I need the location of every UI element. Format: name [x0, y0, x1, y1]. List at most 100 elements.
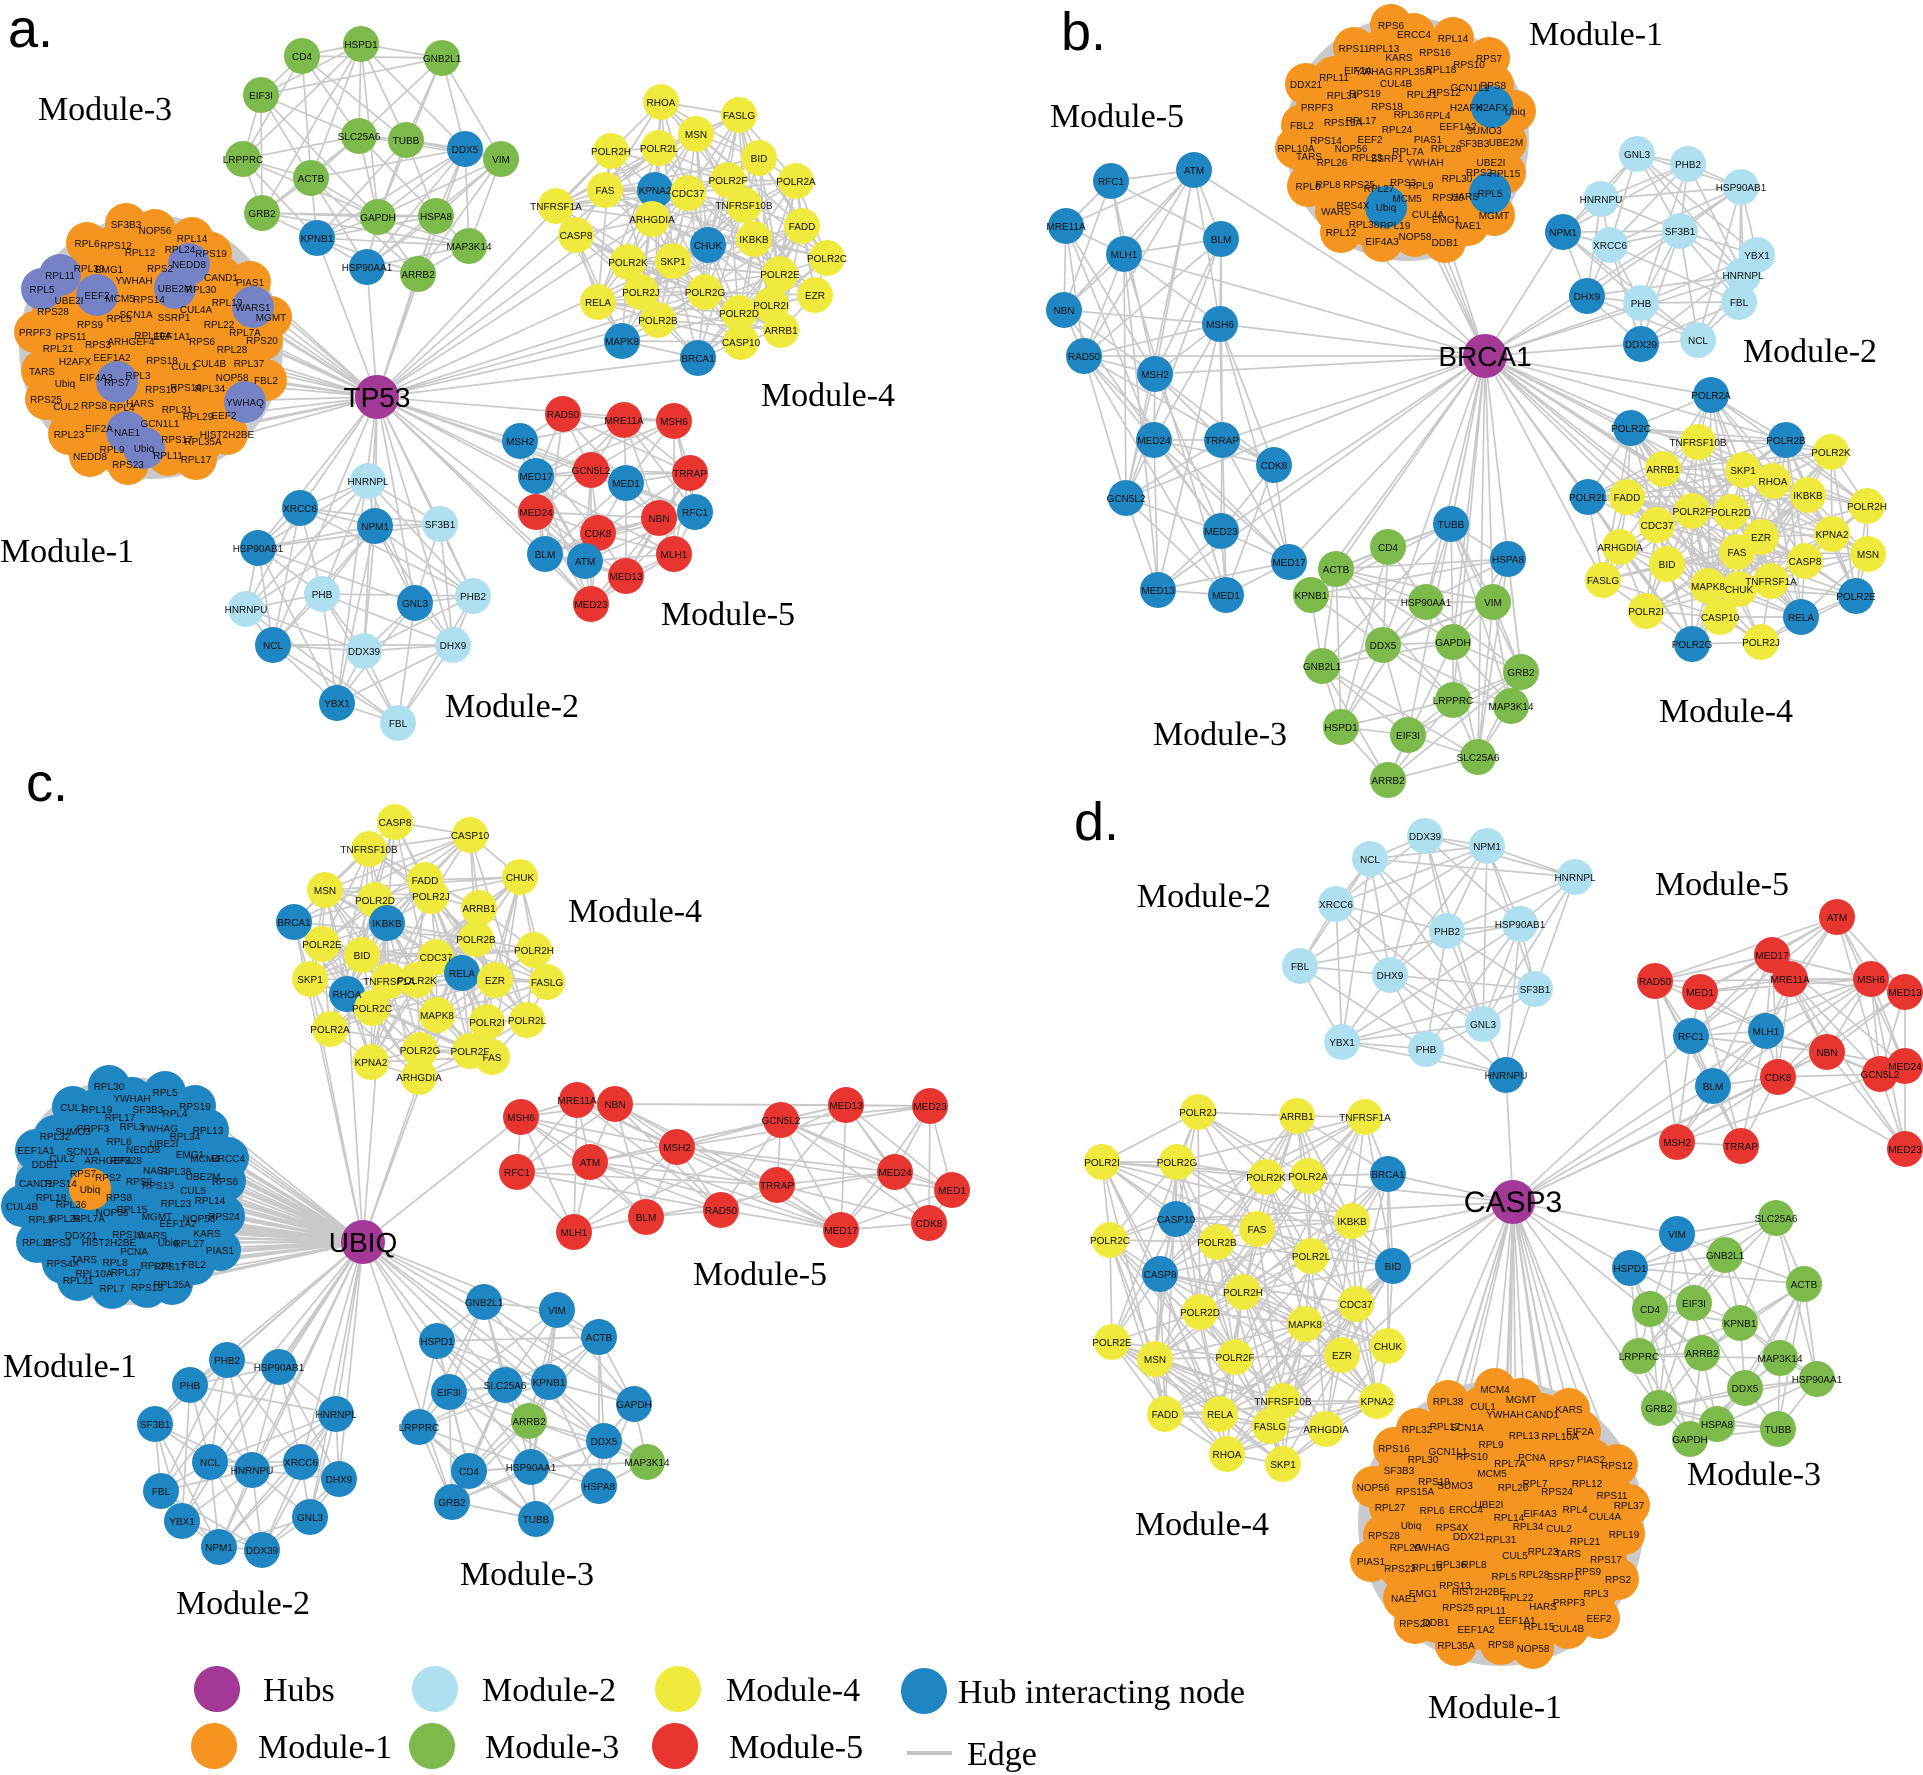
svg-text:GCN5L2: GCN5L2 [1107, 494, 1146, 505]
svg-text:Ubiq: Ubiq [134, 444, 155, 455]
svg-text:POLR2B: POLR2B [1766, 436, 1806, 447]
svg-text:RPL14: RPL14 [1438, 34, 1469, 45]
svg-text:GNL3: GNL3 [297, 1513, 324, 1524]
svg-text:GCN1L1: GCN1L1 [141, 419, 180, 430]
svg-text:MED17: MED17 [824, 1226, 858, 1237]
svg-text:RPS15A: RPS15A [1324, 118, 1363, 129]
svg-text:RPS18: RPS18 [1371, 102, 1403, 113]
svg-text:HSP90AA1: HSP90AA1 [1792, 1375, 1843, 1386]
svg-text:H2AFX: H2AFX [1476, 103, 1509, 114]
svg-text:RPS10: RPS10 [112, 1230, 144, 1241]
svg-text:RELA: RELA [449, 969, 475, 980]
svg-text:MED13: MED13 [609, 572, 643, 583]
svg-text:CDK8: CDK8 [585, 529, 612, 540]
svg-text:RPS25: RPS25 [30, 395, 62, 406]
svg-text:KPNA2: KPNA2 [639, 186, 672, 197]
svg-text:MCM4: MCM4 [1480, 1385, 1510, 1396]
svg-text:RPL35A: RPL35A [1394, 67, 1432, 78]
svg-text:CASP10: CASP10 [1157, 1215, 1196, 1226]
svg-text:YBX1: YBX1 [1329, 1038, 1355, 1049]
svg-text:TARS: TARS [29, 367, 55, 378]
svg-text:BLM: BLM [1703, 1082, 1724, 1093]
svg-text:POLR2F: POLR2F [1673, 507, 1712, 518]
svg-text:RPS8: RPS8 [1488, 1640, 1515, 1651]
svg-text:GNB2L1: GNB2L1 [1303, 662, 1342, 673]
svg-text:HNRNPU: HNRNPU [231, 1466, 274, 1477]
svg-text:RPL37: RPL37 [234, 359, 265, 370]
svg-text:XRCC6: XRCC6 [1593, 241, 1627, 252]
svg-text:CUL4B: CUL4B [1380, 79, 1413, 90]
svg-text:CUL2: CUL2 [1546, 1524, 1572, 1535]
svg-text:RFC1: RFC1 [682, 508, 709, 519]
svg-text:UBE2M: UBE2M [158, 284, 192, 295]
svg-text:MED17: MED17 [1272, 558, 1306, 569]
svg-text:RPL15: RPL15 [1490, 169, 1521, 180]
svg-text:BID: BID [751, 154, 768, 165]
svg-text:GRB2: GRB2 [438, 1498, 466, 1509]
svg-text:HSP90AB1: HSP90AB1 [233, 544, 284, 555]
svg-text:SLC25A6: SLC25A6 [338, 132, 381, 143]
svg-text:HSP90AB1: HSP90AB1 [1716, 183, 1767, 194]
svg-text:EIF2A: EIF2A [1566, 1427, 1594, 1438]
svg-text:RPL11: RPL11 [45, 271, 75, 282]
svg-text:SF3B1: SF3B1 [1520, 985, 1551, 996]
svg-text:HSPA8: HSPA8 [420, 212, 452, 223]
svg-text:MED24: MED24 [878, 1168, 912, 1179]
svg-text:MED23: MED23 [1888, 1145, 1922, 1156]
svg-text:MRE11A: MRE11A [1770, 975, 1810, 986]
svg-text:RPS28: RPS28 [1368, 1531, 1400, 1542]
svg-text:RPL8: RPL8 [1315, 180, 1340, 191]
svg-text:CUL2: CUL2 [53, 402, 79, 413]
svg-text:HSP90AB1: HSP90AB1 [254, 1363, 305, 1374]
svg-text:RPS24: RPS24 [1541, 1487, 1573, 1498]
svg-text:POLR2K: POLR2K [397, 976, 437, 987]
svg-text:ARRB1: ARRB1 [764, 326, 798, 337]
svg-text:ACTB: ACTB [1791, 1280, 1818, 1291]
svg-text:RPL10A: RPL10A [1277, 144, 1315, 155]
svg-text:POLR2F: POLR2F [451, 1047, 490, 1058]
svg-text:TNFRSF1A: TNFRSF1A [363, 977, 415, 988]
svg-text:POLR2H: POLR2H [514, 946, 554, 957]
svg-text:EEF1A2: EEF1A2 [1439, 122, 1477, 133]
svg-text:NCL: NCL [263, 641, 283, 652]
svg-text:FASLG: FASLG [1587, 576, 1619, 587]
svg-text:DDX21: DDX21 [1453, 1532, 1486, 1543]
svg-text:Module-1: Module-1 [1428, 1689, 1562, 1726]
svg-text:CUL1: CUL1 [60, 1103, 86, 1114]
svg-text:EZR: EZR [1751, 533, 1771, 544]
svg-text:POLR2L: POLR2L [1292, 1252, 1331, 1263]
svg-text:CD4: CD4 [1640, 1305, 1660, 1316]
svg-text:ATM: ATM [1827, 913, 1847, 924]
svg-text:RPS12: RPS12 [1429, 88, 1461, 99]
svg-text:RPL15: RPL15 [1524, 1622, 1555, 1633]
svg-text:RPL18: RPL18 [1426, 65, 1457, 76]
svg-text:KARS: KARS [193, 1229, 221, 1240]
svg-text:ERCC4: ERCC4 [1449, 1505, 1483, 1516]
svg-text:EEF2: EEF2 [84, 291, 109, 302]
svg-text:RPL14: RPL14 [177, 234, 208, 245]
svg-text:KPNA2: KPNA2 [355, 1058, 388, 1069]
svg-text:CASP10: CASP10 [722, 338, 761, 349]
svg-text:ARRB2: ARRB2 [1371, 776, 1405, 787]
svg-text:RPL13: RPL13 [1509, 1431, 1540, 1442]
svg-text:Ubiq: Ubiq [158, 1238, 179, 1249]
svg-text:BLM: BLM [1211, 235, 1232, 246]
svg-text:POLR2G: POLR2G [1672, 640, 1713, 651]
svg-text:DHX9: DHX9 [326, 1475, 353, 1486]
svg-text:RPL11: RPL11 [22, 1238, 52, 1249]
svg-text:NBN: NBN [604, 1100, 625, 1111]
svg-text:MLH1: MLH1 [1111, 250, 1138, 261]
svg-text:Ubiq: Ubiq [55, 379, 76, 390]
svg-text:EMG1: EMG1 [176, 1150, 205, 1161]
svg-text:SF3B3: SF3B3 [1384, 1466, 1415, 1477]
svg-text:HSPD1: HSPD1 [420, 1337, 454, 1348]
svg-text:RPL24: RPL24 [165, 245, 196, 256]
svg-text:CDK8: CDK8 [916, 1219, 943, 1230]
svg-text:d.: d. [1074, 792, 1119, 852]
svg-text:RFC1: RFC1 [504, 1168, 531, 1179]
svg-text:DDX5: DDX5 [1370, 641, 1397, 652]
svg-text:RPS28: RPS28 [37, 307, 69, 318]
svg-text:CASP8: CASP8 [1144, 1270, 1177, 1281]
svg-text:SUMO3: SUMO3 [1437, 1481, 1473, 1492]
svg-text:PRPF3: PRPF3 [19, 328, 52, 339]
